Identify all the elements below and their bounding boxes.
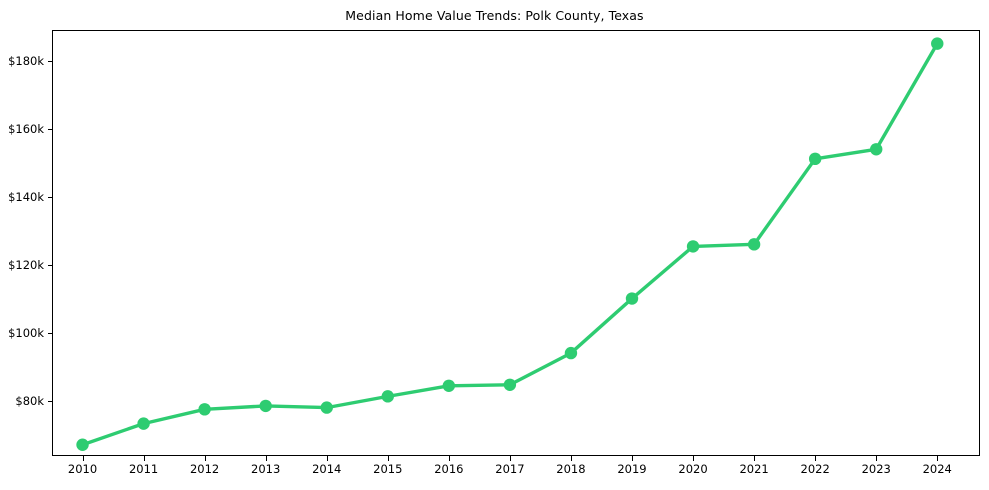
x-tick-mark <box>876 456 878 461</box>
x-tick-mark <box>448 456 450 461</box>
data-point-marker <box>931 37 944 50</box>
x-tick-mark <box>693 456 695 461</box>
x-tick-label: 2023 <box>861 462 891 476</box>
x-tick-label: 2020 <box>678 462 708 476</box>
x-tick-label: 2010 <box>67 462 98 476</box>
data-point-marker <box>747 238 761 251</box>
y-tick-mark <box>48 60 53 62</box>
y-tick-mark <box>48 401 53 403</box>
x-tick-mark <box>937 456 939 461</box>
y-axis-labels: $80k $100k $120k $140k $160k $180k <box>0 0 44 490</box>
x-tick-mark <box>754 456 756 461</box>
data-point-marker <box>870 143 883 156</box>
data-point-marker <box>259 399 272 413</box>
x-tick-mark <box>509 456 511 461</box>
y-tick-label: $120k <box>8 258 44 273</box>
x-tick-mark <box>815 456 817 461</box>
x-tick-mark <box>82 456 84 461</box>
x-tick-label: 2021 <box>739 462 769 476</box>
x-tick-mark <box>632 456 633 461</box>
data-point-marker <box>686 240 700 253</box>
data-point-marker <box>198 403 211 416</box>
x-tick-mark <box>204 456 206 461</box>
y-tick-label: $100k <box>8 326 44 341</box>
x-tick-mark <box>265 456 267 461</box>
data-point-marker <box>320 401 333 414</box>
data-point-marker <box>625 292 639 305</box>
data-point-marker <box>381 390 394 403</box>
x-tick-label: 2018 <box>556 462 586 476</box>
x-tick-mark <box>143 456 145 461</box>
x-tick-mark <box>326 456 328 461</box>
x-tick-label: 2017 <box>495 462 525 476</box>
x-tick-label: 2014 <box>312 462 342 476</box>
x-tick-mark <box>570 456 572 461</box>
y-tick-label: $160k <box>8 121 44 136</box>
y-tick-label: $180k <box>8 53 44 68</box>
y-tick-mark <box>48 128 53 130</box>
data-point-marker <box>503 378 517 391</box>
x-tick-label: 2011 <box>128 462 159 476</box>
x-tick-label: 2019 <box>617 462 647 476</box>
x-tick-label: 2013 <box>251 462 281 476</box>
y-tick-label: $140k <box>8 189 44 204</box>
data-point-marker <box>564 346 578 360</box>
chart-title: Median Home Value Trends: Polk County, T… <box>345 8 644 23</box>
x-tick-mark <box>387 456 389 461</box>
data-point-marker <box>808 152 822 166</box>
x-tick-label: 2022 <box>800 462 830 476</box>
y-tick-mark <box>48 333 53 335</box>
x-tick-label: 2024 <box>922 462 952 476</box>
x-tick-label: 2016 <box>434 462 464 476</box>
y-tick-mark <box>48 196 53 198</box>
data-point-marker <box>442 379 456 392</box>
y-tick-mark <box>48 265 53 267</box>
data-point-marker <box>76 438 89 451</box>
data-point-marker <box>137 417 150 430</box>
y-tick-label: $80k <box>15 394 44 409</box>
x-tick-label: 2012 <box>189 462 220 476</box>
x-tick-label: 2015 <box>373 462 403 476</box>
